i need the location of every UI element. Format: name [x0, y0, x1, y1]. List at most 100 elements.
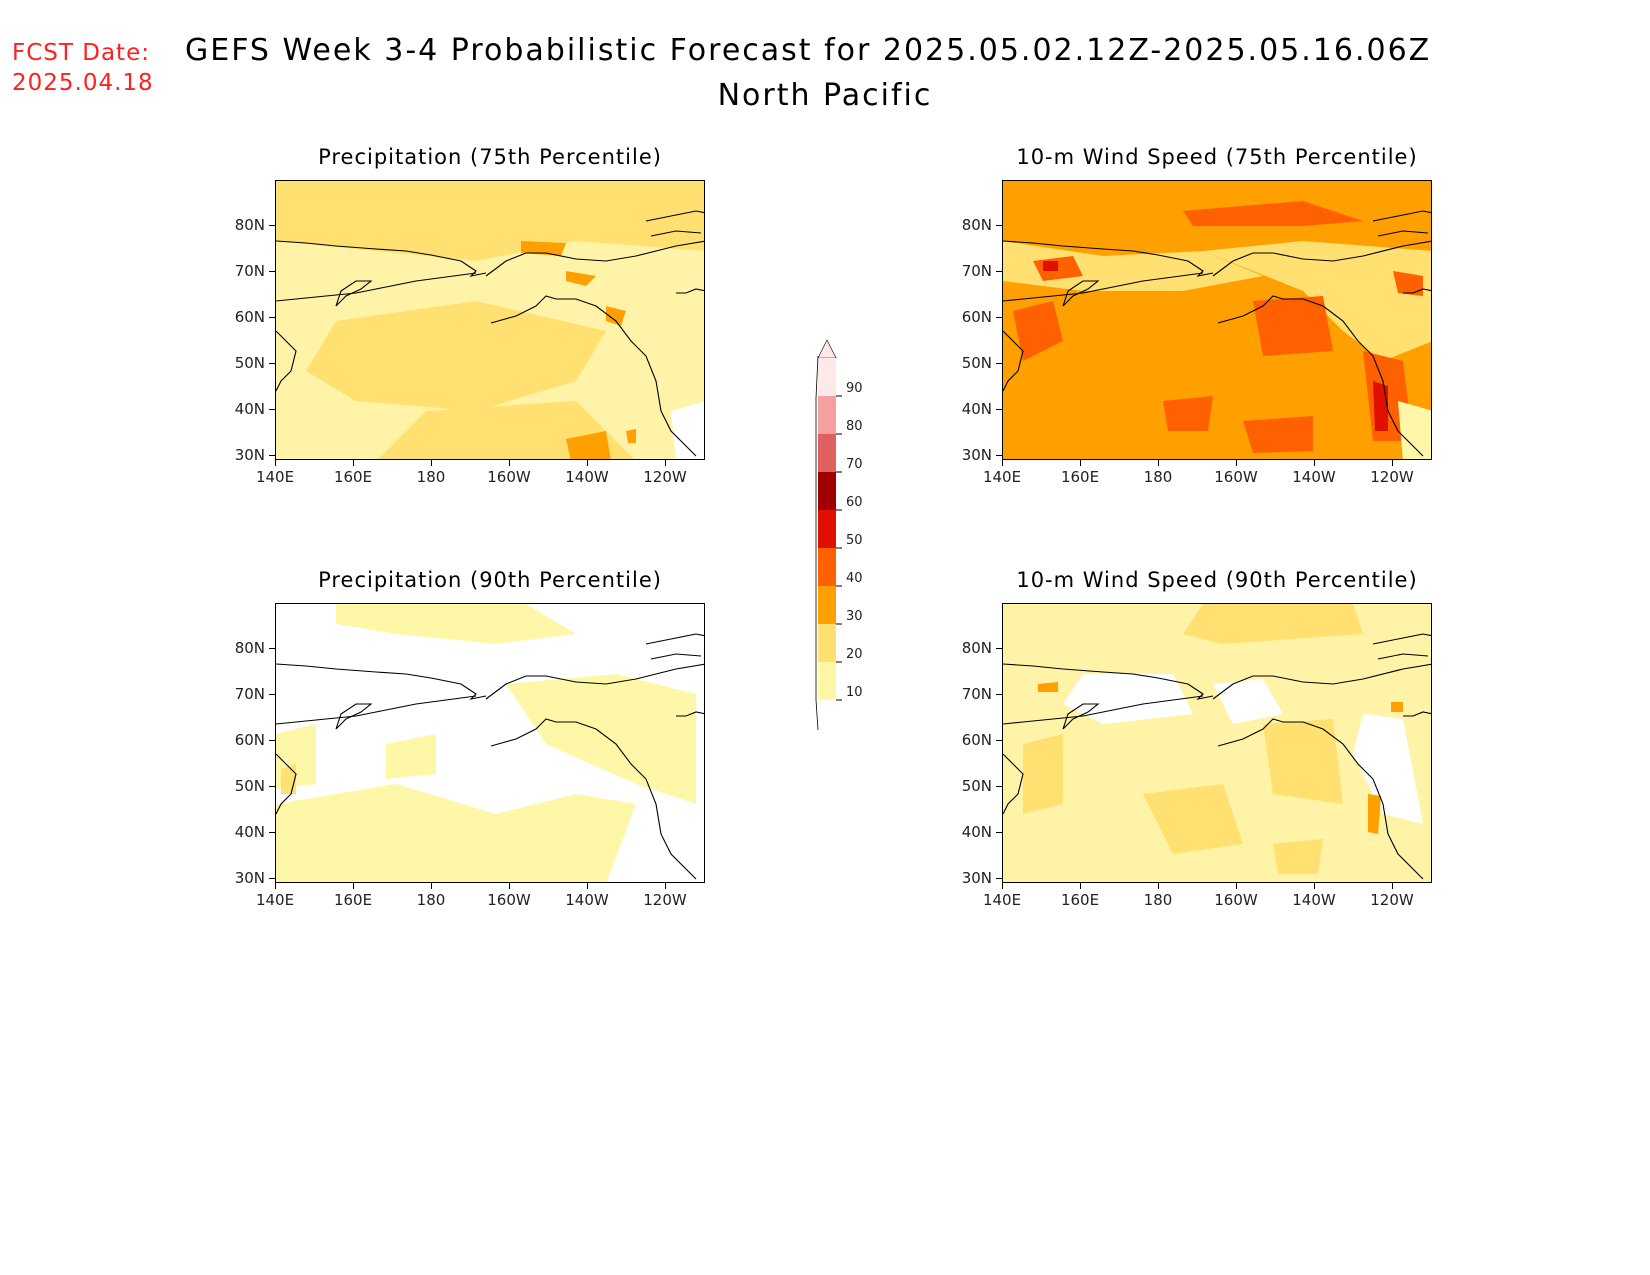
- latitude-tick: [996, 363, 1002, 364]
- latitude-tick: [996, 648, 1002, 649]
- coastline: [1003, 330, 1024, 392]
- colorbar-label: 40: [846, 571, 863, 586]
- coastline: [1372, 633, 1431, 645]
- latitude-tick: [269, 740, 275, 741]
- longitude-tick: [587, 883, 588, 889]
- panel-title: Precipitation (90th Percentile): [318, 568, 662, 592]
- longitude-tick: [1392, 883, 1393, 889]
- contour-fill-region: [1373, 381, 1388, 431]
- longitude-label: 180: [416, 891, 446, 909]
- coastline: [276, 753, 297, 815]
- contour-fill-region: [1213, 679, 1283, 724]
- coastline: [1212, 240, 1431, 277]
- coastline: [485, 240, 704, 277]
- coastline: [1003, 695, 1204, 725]
- longitude-tick: [275, 883, 276, 889]
- longitude-label: 120W: [1370, 468, 1414, 486]
- colorbar-label: 20: [846, 647, 863, 662]
- contour-fill-region: [386, 734, 436, 779]
- longitude-label: 160W: [487, 891, 531, 909]
- latitude-label: 80N: [961, 639, 992, 657]
- coastline: [1403, 711, 1431, 717]
- longitude-label: 140W: [1292, 468, 1336, 486]
- contour-fill-region: [1253, 296, 1333, 356]
- coastline: [490, 295, 697, 457]
- latitude-tick: [269, 317, 275, 318]
- latitude-label: 70N: [234, 685, 265, 703]
- longitude-label: 180: [416, 468, 446, 486]
- contour-fill-region: [1243, 416, 1313, 453]
- longitude-label: 140W: [1292, 891, 1336, 909]
- map-svg: [1003, 201, 1431, 459]
- longitude-label: 180: [1143, 891, 1173, 909]
- coastline: [1062, 280, 1100, 307]
- colorbar-legend: 90 80 70 60 50 40 30 20 10: [810, 330, 890, 750]
- latitude-tick: [996, 878, 1002, 879]
- coastline: [650, 230, 702, 237]
- latitude-label: 30N: [234, 869, 265, 887]
- longitude-label: 180: [1143, 468, 1173, 486]
- longitude-label: 140E: [982, 891, 1022, 909]
- latitude-label: 80N: [961, 216, 992, 234]
- latitude-tick: [996, 740, 1002, 741]
- colorbar-segment: [818, 396, 836, 434]
- latitude-tick: [996, 271, 1002, 272]
- longitude-tick: [587, 460, 588, 466]
- map-plot-area: [1002, 603, 1432, 883]
- longitude-label: 160E: [333, 891, 373, 909]
- coastline: [485, 663, 704, 700]
- colorbar-segment: [818, 624, 836, 662]
- colorbar-label: 80: [846, 419, 863, 434]
- longitude-label: 160W: [487, 468, 531, 486]
- region-subtitle: North Pacific: [717, 78, 933, 113]
- latitude-label: 40N: [234, 400, 265, 418]
- colorbar-edge: [815, 355, 819, 731]
- coastline: [676, 711, 704, 717]
- colorbar-segment: [818, 586, 836, 624]
- contour-fill-region: [1263, 719, 1343, 804]
- longitude-tick: [275, 460, 276, 466]
- longitude-tick: [353, 883, 354, 889]
- contour-fill-region: [1368, 794, 1381, 834]
- latitude-label: 80N: [234, 639, 265, 657]
- contour-fill-region: [1038, 682, 1058, 692]
- latitude-label: 40N: [961, 400, 992, 418]
- latitude-label: 70N: [961, 685, 992, 703]
- contour-fill-region: [306, 301, 606, 411]
- coastline: [1062, 703, 1100, 730]
- longitude-tick: [1158, 460, 1159, 466]
- coastline: [1003, 753, 1024, 815]
- contour-fill-region: [1063, 674, 1193, 724]
- coastline: [1372, 210, 1431, 222]
- map-plot-area: [1002, 180, 1432, 460]
- colorbar-segment: [818, 472, 836, 510]
- longitude-tick: [353, 460, 354, 466]
- latitude-label: 50N: [961, 354, 992, 372]
- contour-fill-region: [1183, 201, 1363, 226]
- longitude-label: 160E: [1060, 468, 1100, 486]
- colorbar-label: 50: [846, 533, 863, 548]
- latitude-tick: [996, 225, 1002, 226]
- longitude-label: 120W: [643, 891, 687, 909]
- forecast-date-label: FCST Date: 2025.04.18: [12, 38, 154, 98]
- longitude-tick: [1314, 883, 1315, 889]
- coastline: [1377, 230, 1429, 237]
- coastline: [276, 330, 297, 392]
- longitude-tick: [509, 460, 510, 466]
- coastline: [1212, 663, 1431, 700]
- latitude-label: 30N: [961, 446, 992, 464]
- longitude-tick: [1158, 883, 1159, 889]
- coastline: [650, 653, 702, 660]
- colorbar-segment: [818, 434, 836, 472]
- colorbar-label: 30: [846, 609, 863, 624]
- longitude-tick: [1236, 883, 1237, 889]
- contour-fill-region: [1013, 301, 1063, 361]
- longitude-tick: [1002, 460, 1003, 466]
- coastline: [1217, 718, 1424, 880]
- longitude-tick: [1080, 883, 1081, 889]
- panel-wind-90th: 10-m Wind Speed (90th Percentile) 80N 70N 6…: [927, 568, 1447, 948]
- contour-fill-region: [281, 764, 296, 794]
- forecast-date-caption: FCST Date:: [12, 40, 150, 66]
- latitude-tick: [269, 271, 275, 272]
- latitude-tick: [269, 786, 275, 787]
